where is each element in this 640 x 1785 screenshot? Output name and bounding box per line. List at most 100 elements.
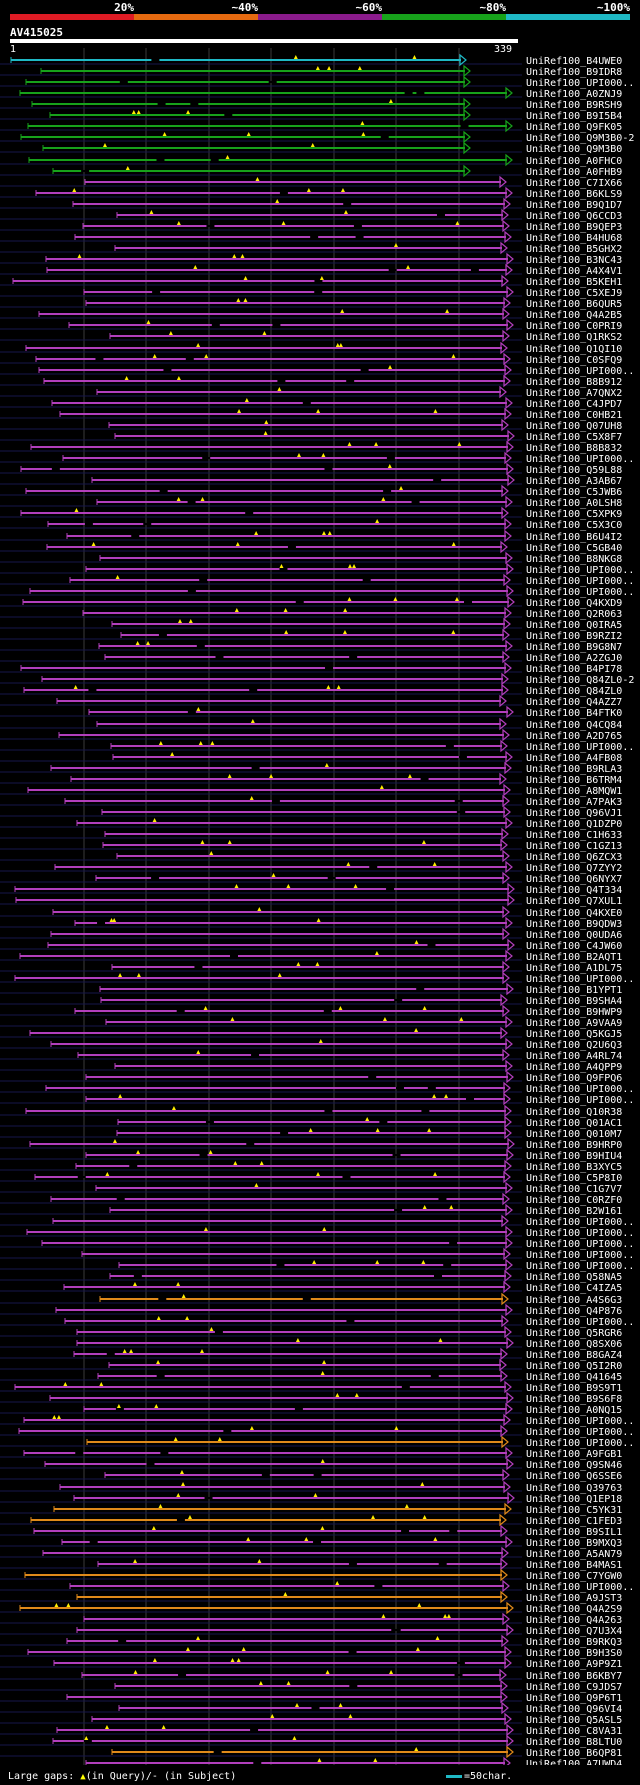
- hit-label[interactable]: UniRef100_B9HWP9: [526, 1007, 622, 1018]
- alignment-hit[interactable]: [10, 53, 467, 67]
- hit-label[interactable]: UniRef100_A9P9Z1: [526, 1659, 622, 1670]
- alignment-hit[interactable]: [77, 1048, 510, 1062]
- hit-label[interactable]: UniRef100_C1H633: [526, 830, 622, 841]
- hit-label[interactable]: UniRef100_A3AB67: [526, 476, 622, 487]
- alignment-hit[interactable]: [35, 186, 513, 200]
- alignment-hit[interactable]: [95, 1181, 513, 1195]
- hit-label[interactable]: UniRef100_B4HU68: [526, 233, 622, 244]
- hit-label[interactable]: UniRef100_A0FHB9: [526, 167, 622, 178]
- alignment-hit[interactable]: [104, 827, 509, 841]
- hit-label[interactable]: UniRef100_Q6CCD3: [526, 211, 622, 222]
- alignment-hit[interactable]: [85, 1092, 511, 1106]
- alignment-hit[interactable]: [84, 175, 507, 189]
- hit-label[interactable]: UniRef100_Q4T334: [526, 885, 622, 896]
- alignment-hit[interactable]: [31, 97, 471, 111]
- hit-label[interactable]: UniRef100_Q9FPQ6: [526, 1073, 622, 1084]
- hit-label[interactable]: UniRef100_B8GAZ4: [526, 1350, 622, 1361]
- hit-label[interactable]: UniRef100_A4QPP9: [526, 1062, 622, 1073]
- hit-label[interactable]: UniRef100_Q4A2S9: [526, 1604, 622, 1615]
- alignment-hit[interactable]: [66, 529, 512, 543]
- hit-label[interactable]: UniRef100_Q4KXD9: [526, 598, 622, 609]
- hit-label[interactable]: UniRef100_B9RKQ3: [526, 1637, 622, 1648]
- alignment-hit[interactable]: [20, 506, 509, 520]
- alignment-hit[interactable]: [46, 540, 508, 554]
- hit-label[interactable]: UniRef100_C0PRI9: [526, 321, 622, 332]
- alignment-hit[interactable]: [111, 960, 510, 974]
- hit-label[interactable]: UniRef100_UPI000..: [526, 587, 634, 598]
- alignment-hit[interactable]: [64, 794, 510, 808]
- alignment-hit[interactable]: [96, 717, 507, 731]
- hit-label[interactable]: UniRef100_UPI000..: [526, 1228, 634, 1239]
- alignment-hit[interactable]: [114, 1679, 508, 1693]
- hit-label[interactable]: UniRef100_B3XYC5: [526, 1162, 622, 1173]
- alignment-hit[interactable]: [81, 1668, 507, 1682]
- hit-label[interactable]: UniRef100_UPI000..: [526, 1261, 634, 1272]
- alignment-hit[interactable]: [108, 418, 509, 432]
- hit-label[interactable]: UniRef100_C1FED3: [526, 1516, 622, 1527]
- hit-label[interactable]: UniRef100_A4S6G3: [526, 1295, 622, 1306]
- hit-label[interactable]: UniRef100_Q0IRA5: [526, 620, 622, 631]
- hit-label[interactable]: UniRef100_UPI000..: [526, 78, 634, 89]
- alignment-hit[interactable]: [117, 1115, 512, 1129]
- alignment-hit[interactable]: [99, 1292, 509, 1306]
- hit-label[interactable]: UniRef100_Q6ZCX3: [526, 852, 622, 863]
- alignment-hit[interactable]: [69, 573, 511, 587]
- alignment-hit[interactable]: [27, 119, 513, 133]
- hit-label[interactable]: UniRef100_C8VA31: [526, 1726, 622, 1737]
- alignment-hit[interactable]: [30, 440, 514, 454]
- alignment-hit[interactable]: [91, 473, 515, 487]
- hit-label[interactable]: UniRef100_B2AQT1: [526, 952, 622, 963]
- alignment-hit[interactable]: [50, 761, 512, 775]
- hit-label[interactable]: UniRef100_B9Q1D7: [526, 200, 622, 211]
- hit-label[interactable]: UniRef100_Q96VJ1: [526, 808, 622, 819]
- hit-label[interactable]: UniRef100_B9IDR8: [526, 67, 622, 78]
- hit-label[interactable]: UniRef100_Q84ZL0-2: [526, 675, 634, 686]
- alignment-hit[interactable]: [18, 1424, 508, 1438]
- hit-label[interactable]: UniRef100_A0ZNJ9: [526, 89, 622, 100]
- hit-label[interactable]: UniRef100_Q9FK05: [526, 122, 622, 133]
- alignment-hit[interactable]: [47, 938, 515, 952]
- hit-label[interactable]: UniRef100_Q9M3B0: [526, 144, 622, 155]
- alignment-hit[interactable]: [43, 374, 511, 388]
- alignment-hit[interactable]: [19, 1601, 514, 1615]
- alignment-hit[interactable]: [52, 164, 471, 178]
- alignment-hit[interactable]: [35, 352, 511, 366]
- alignment-hit[interactable]: [82, 219, 510, 233]
- hit-label[interactable]: UniRef100_A9JST3: [526, 1593, 622, 1604]
- alignment-hit[interactable]: [45, 1081, 511, 1095]
- hit-label[interactable]: UniRef100_A0FHC0: [526, 156, 622, 167]
- alignment-hit[interactable]: [59, 407, 512, 421]
- alignment-hit[interactable]: [66, 1634, 509, 1648]
- alignment-hit[interactable]: [30, 1513, 507, 1527]
- alignment-hit[interactable]: [56, 694, 507, 708]
- alignment-hit[interactable]: [75, 1159, 512, 1173]
- hit-label[interactable]: UniRef100_A4X4V1: [526, 266, 622, 277]
- alignment-hit[interactable]: [27, 783, 511, 797]
- alignment-hit[interactable]: [56, 1723, 514, 1737]
- alignment-hit[interactable]: [102, 838, 508, 852]
- alignment-hit[interactable]: [104, 650, 510, 664]
- hit-label[interactable]: UniRef100_B2W161: [526, 1206, 622, 1217]
- alignment-hit[interactable]: [83, 285, 514, 299]
- hit-label[interactable]: UniRef100_Q6NYX7: [526, 874, 622, 885]
- alignment-hit[interactable]: [25, 75, 471, 89]
- hit-label[interactable]: UniRef100_Q7ZYY2: [526, 863, 622, 874]
- hit-label[interactable]: UniRef100_Q58NA5: [526, 1272, 622, 1283]
- alignment-hit[interactable]: [74, 916, 513, 930]
- alignment-hit[interactable]: [14, 971, 510, 985]
- alignment-hit[interactable]: [76, 816, 513, 830]
- hit-label[interactable]: UniRef100_UPI000..: [526, 1239, 634, 1250]
- hit-label[interactable]: UniRef100_Q2R063: [526, 609, 622, 620]
- hit-label[interactable]: UniRef100_UPI000..: [526, 1084, 634, 1095]
- alignment-hit[interactable]: [19, 949, 513, 963]
- hit-label[interactable]: UniRef100_UPI000..: [526, 742, 634, 753]
- hit-label[interactable]: UniRef100_B8B912: [526, 377, 622, 388]
- hit-label[interactable]: UniRef100_Q07UH8: [526, 421, 622, 432]
- hit-label[interactable]: UniRef100_Q84ZL0: [526, 686, 622, 697]
- hit-label[interactable]: UniRef100_Q5I2R0: [526, 1361, 622, 1372]
- hit-label[interactable]: UniRef100_A0NQ15: [526, 1405, 622, 1416]
- hit-label[interactable]: UniRef100_B9RLA3: [526, 764, 622, 775]
- hit-label[interactable]: UniRef100_B9S6F8: [526, 1394, 622, 1405]
- hit-label[interactable]: UniRef100_C5XPK9: [526, 509, 622, 520]
- alignment-hit[interactable]: [49, 1391, 514, 1405]
